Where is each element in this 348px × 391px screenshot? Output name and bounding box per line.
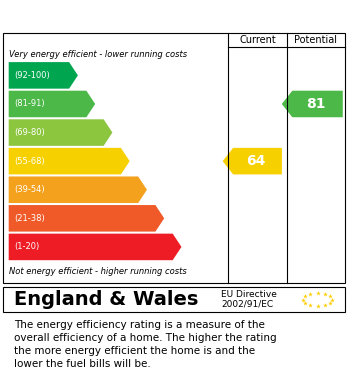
Polygon shape: [9, 176, 147, 203]
Text: EU Directive: EU Directive: [221, 290, 277, 299]
Text: 2002/91/EC: 2002/91/EC: [221, 299, 273, 308]
Text: England & Wales: England & Wales: [14, 290, 198, 309]
Text: (92-100): (92-100): [14, 71, 50, 80]
Text: (69-80): (69-80): [14, 128, 45, 137]
Text: Current: Current: [239, 35, 276, 45]
Polygon shape: [9, 91, 95, 117]
Polygon shape: [223, 148, 282, 174]
Text: Not energy efficient - higher running costs: Not energy efficient - higher running co…: [9, 267, 187, 276]
Text: Energy Efficiency Rating: Energy Efficiency Rating: [12, 8, 222, 23]
Text: 81: 81: [306, 97, 325, 111]
Polygon shape: [9, 234, 181, 260]
Text: The energy efficiency rating is a measure of the
overall efficiency of a home. T: The energy efficiency rating is a measur…: [14, 320, 277, 369]
Polygon shape: [282, 91, 343, 117]
Text: E: E: [149, 182, 159, 197]
Text: F: F: [166, 211, 176, 226]
Polygon shape: [9, 148, 130, 174]
Text: (1-20): (1-20): [14, 242, 39, 251]
Text: (55-68): (55-68): [14, 157, 45, 166]
Text: C: C: [114, 125, 125, 140]
Text: Very energy efficient - lower running costs: Very energy efficient - lower running co…: [9, 50, 187, 59]
Text: 64: 64: [246, 154, 266, 168]
Text: (21-38): (21-38): [14, 214, 45, 223]
Text: G: G: [183, 239, 196, 255]
Polygon shape: [9, 62, 78, 89]
Text: D: D: [132, 154, 144, 169]
Text: (81-91): (81-91): [14, 99, 45, 108]
Polygon shape: [9, 205, 164, 231]
Text: A: A: [80, 68, 92, 83]
Polygon shape: [9, 119, 112, 146]
Text: (39-54): (39-54): [14, 185, 45, 194]
Text: B: B: [97, 97, 109, 111]
Text: Potential: Potential: [294, 35, 337, 45]
